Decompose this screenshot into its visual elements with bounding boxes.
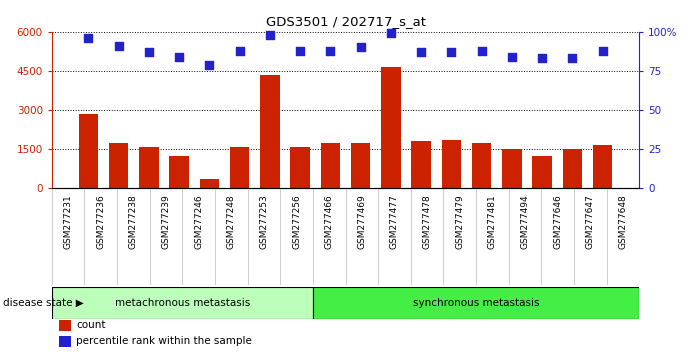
Text: GSM277256: GSM277256 bbox=[292, 194, 301, 249]
Text: percentile rank within the sample: percentile rank within the sample bbox=[76, 336, 252, 346]
Text: metachronous metastasis: metachronous metastasis bbox=[115, 298, 250, 308]
Point bbox=[83, 35, 94, 41]
Point bbox=[446, 49, 457, 55]
Text: GSM277238: GSM277238 bbox=[129, 194, 138, 249]
Text: count: count bbox=[76, 320, 106, 330]
Bar bbox=[411, 141, 431, 188]
Text: GSM277646: GSM277646 bbox=[553, 194, 562, 249]
Bar bbox=[502, 149, 522, 188]
Bar bbox=[442, 139, 461, 188]
Text: synchronous metastasis: synchronous metastasis bbox=[413, 298, 539, 308]
Text: GSM277246: GSM277246 bbox=[194, 194, 203, 249]
Bar bbox=[260, 75, 280, 188]
Text: GSM277231: GSM277231 bbox=[64, 194, 73, 249]
Bar bbox=[313, 287, 639, 319]
Text: GSM277248: GSM277248 bbox=[227, 194, 236, 249]
Point bbox=[537, 56, 548, 61]
Point bbox=[355, 45, 366, 50]
Text: GSM277478: GSM277478 bbox=[423, 194, 432, 249]
Text: GSM277481: GSM277481 bbox=[488, 194, 497, 249]
Bar bbox=[79, 114, 98, 188]
Bar bbox=[230, 147, 249, 188]
Text: disease state ▶: disease state ▶ bbox=[3, 298, 84, 308]
Title: GDS3501 / 202717_s_at: GDS3501 / 202717_s_at bbox=[265, 15, 426, 28]
Text: GSM277236: GSM277236 bbox=[96, 194, 105, 249]
Bar bbox=[562, 149, 583, 188]
Point bbox=[113, 43, 124, 49]
Bar bbox=[200, 178, 219, 188]
Bar bbox=[381, 67, 401, 188]
Point bbox=[415, 49, 426, 55]
Bar bbox=[169, 156, 189, 188]
Point bbox=[386, 30, 397, 36]
Text: GSM277469: GSM277469 bbox=[357, 194, 366, 249]
Point bbox=[507, 54, 518, 59]
Point bbox=[265, 32, 276, 38]
Bar bbox=[593, 145, 612, 188]
Bar bbox=[108, 143, 129, 188]
Bar bbox=[532, 156, 552, 188]
Point bbox=[143, 49, 154, 55]
Text: GSM277494: GSM277494 bbox=[520, 194, 529, 249]
Bar bbox=[321, 143, 340, 188]
Point bbox=[597, 48, 608, 53]
Text: GSM277466: GSM277466 bbox=[325, 194, 334, 249]
Text: GSM277647: GSM277647 bbox=[586, 194, 595, 249]
Point bbox=[234, 48, 245, 53]
Text: GSM277253: GSM277253 bbox=[259, 194, 268, 249]
Point bbox=[567, 56, 578, 61]
Text: GSM277477: GSM277477 bbox=[390, 194, 399, 249]
Bar bbox=[472, 143, 491, 188]
Bar bbox=[290, 147, 310, 188]
Point bbox=[294, 48, 305, 53]
Point bbox=[476, 48, 487, 53]
Point bbox=[325, 48, 336, 53]
Text: GSM277648: GSM277648 bbox=[618, 194, 627, 249]
Bar bbox=[351, 143, 370, 188]
Point bbox=[173, 54, 184, 59]
Text: GSM277479: GSM277479 bbox=[455, 194, 464, 249]
Point bbox=[204, 62, 215, 67]
Bar bbox=[139, 147, 159, 188]
Bar bbox=[52, 287, 313, 319]
Text: GSM277239: GSM277239 bbox=[162, 194, 171, 249]
